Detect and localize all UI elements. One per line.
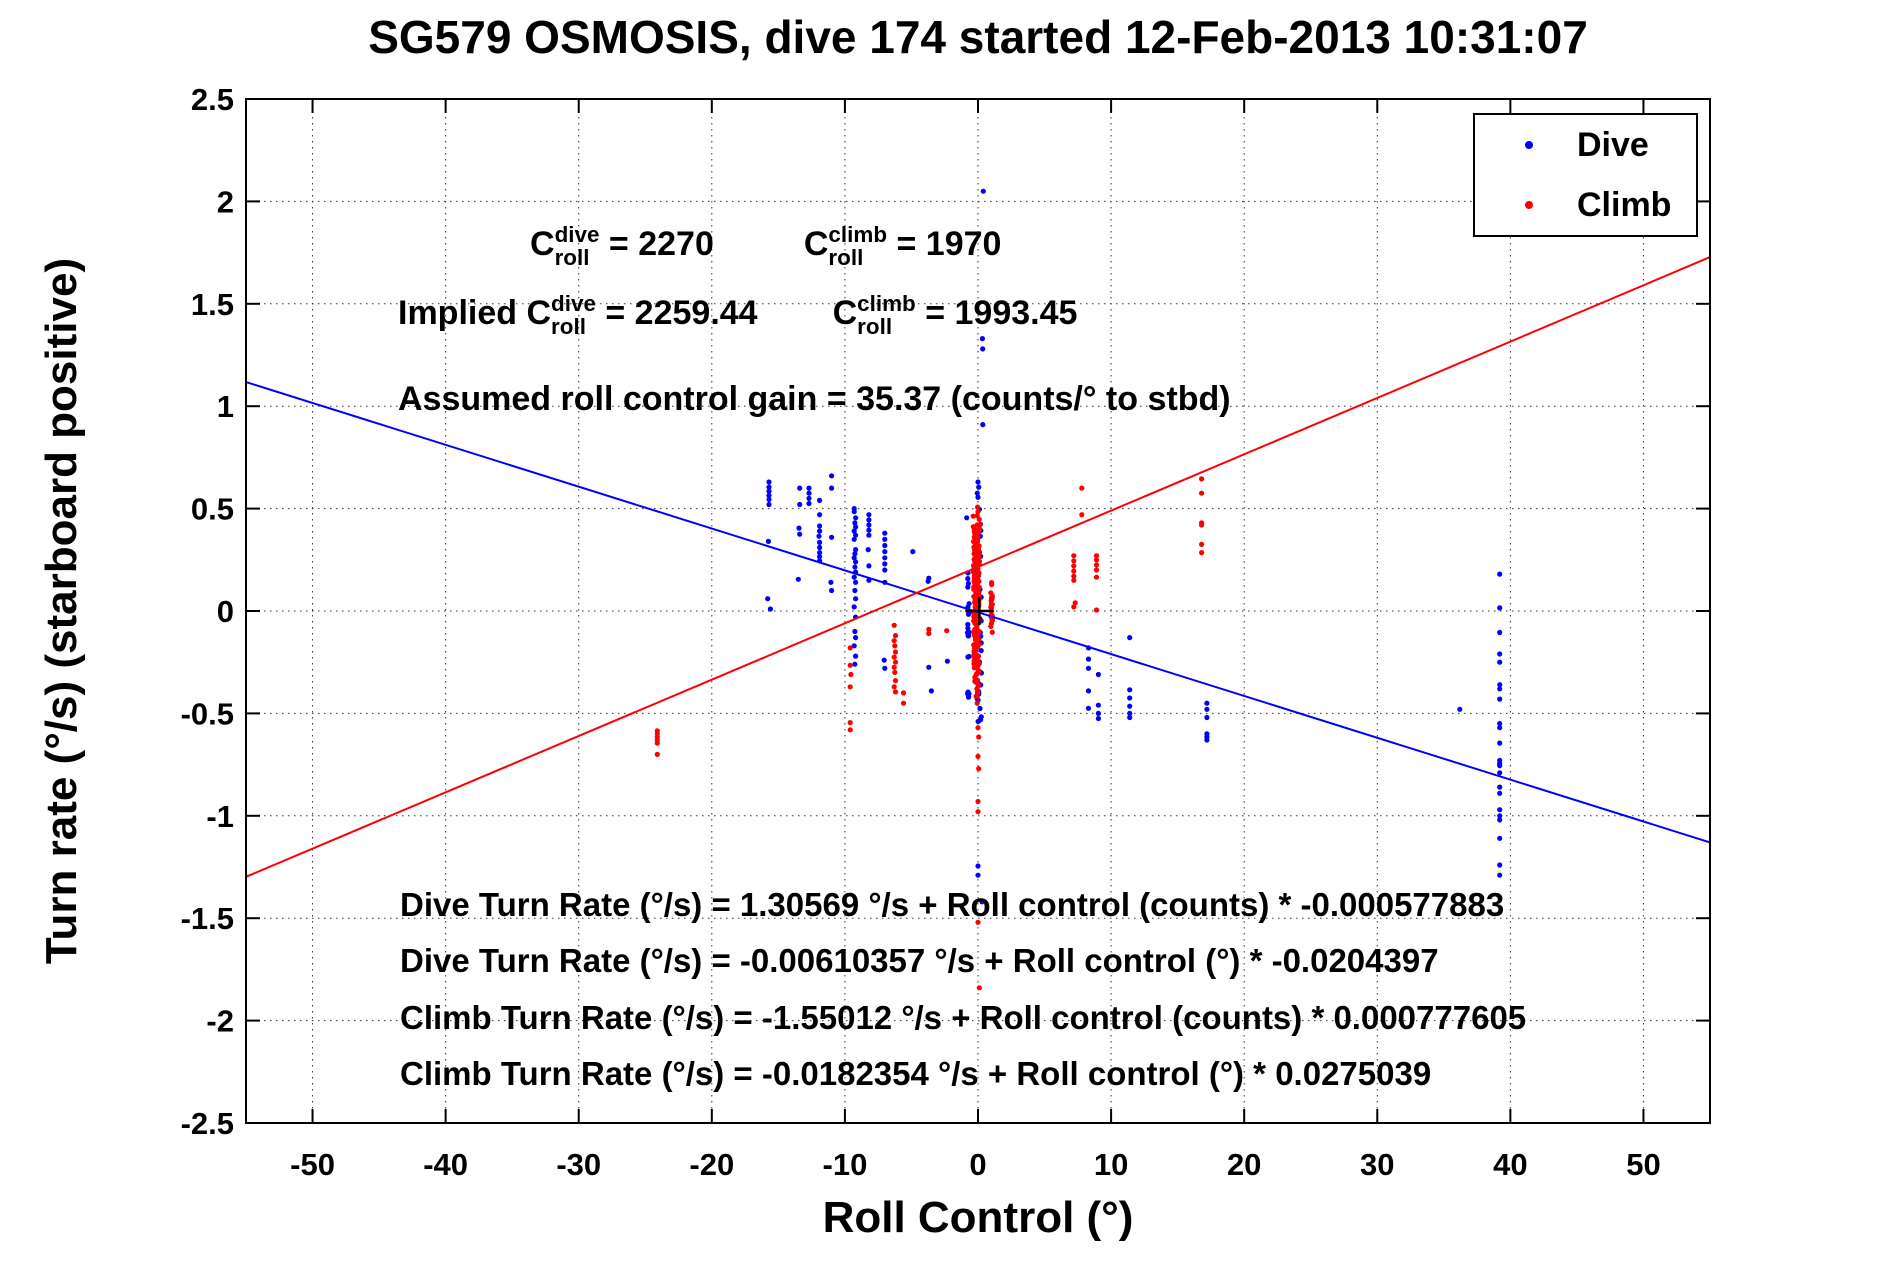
coeff-superscript: climb xyxy=(828,222,888,247)
climb-marker-icon xyxy=(1525,201,1533,209)
dive-fit-equation-degrees: Dive Turn Rate (°/s) = -0.00610357 °/s +… xyxy=(400,942,1439,979)
coeff-subscript: roll xyxy=(857,313,893,339)
legend-entry-climb: Climb xyxy=(1475,175,1696,235)
svg-text:30: 30 xyxy=(1360,1147,1394,1182)
y-axis-label: Turn rate (°/s) (starboard positive) xyxy=(37,257,86,965)
svg-text:1.5: 1.5 xyxy=(191,287,234,322)
legend-label-climb: Climb xyxy=(1577,185,1672,224)
svg-text:0: 0 xyxy=(217,594,234,629)
coeff-equals: = 2259.44 xyxy=(595,293,758,332)
roll-gain-annotation: Assumed roll control gain = 35.37 (count… xyxy=(398,380,1231,418)
dive-marker-icon xyxy=(1525,141,1533,149)
coeff-equals: = 2270 xyxy=(599,224,714,263)
svg-text:10: 10 xyxy=(1094,1147,1128,1182)
svg-text:-1.5: -1.5 xyxy=(181,901,234,936)
svg-text:-20: -20 xyxy=(689,1147,734,1182)
svg-text:-2: -2 xyxy=(206,1004,234,1039)
coeff-equals: = 1970 xyxy=(887,224,1002,263)
coeff-subscript: roll xyxy=(554,244,590,270)
legend-entry-dive: Dive xyxy=(1475,115,1696,175)
svg-text:-1: -1 xyxy=(206,799,234,834)
coeff-base: C xyxy=(832,293,858,332)
legend-label-dive: Dive xyxy=(1577,125,1649,164)
coeff-superscript: climb xyxy=(857,291,916,316)
climb-fit-equation-degrees: Climb Turn Rate (°/s) = -0.0182354 °/s +… xyxy=(400,1055,1432,1092)
coeff-prefix: Implied xyxy=(398,293,527,332)
svg-text:2: 2 xyxy=(217,184,234,219)
svg-text:-50: -50 xyxy=(290,1147,335,1182)
svg-text:1: 1 xyxy=(217,389,234,424)
svg-text:-10: -10 xyxy=(823,1147,868,1182)
chart-title: SG579 OSMOSIS, dive 174 started 12-Feb-2… xyxy=(368,11,1588,63)
svg-text:0: 0 xyxy=(969,1147,986,1182)
climb-fit-equation-counts: Climb Turn Rate (°/s) = -1.55012 °/s + R… xyxy=(400,999,1527,1036)
coeff-subscript: roll xyxy=(551,313,586,339)
svg-text:2.5: 2.5 xyxy=(191,82,234,117)
dive-fit-equation-counts: Dive Turn Rate (°/s) = 1.30569 °/s + Rol… xyxy=(400,886,1505,923)
coeff-superscript: dive xyxy=(554,222,600,247)
svg-text:-30: -30 xyxy=(556,1147,601,1182)
coeff-base: C xyxy=(530,224,555,263)
x-axis-label: Roll Control (°) xyxy=(822,1193,1134,1242)
svg-text:40: 40 xyxy=(1493,1147,1527,1182)
svg-text:-2.5: -2.5 xyxy=(181,1106,234,1141)
legend: Dive Climb xyxy=(1473,113,1698,237)
coeff-base: C xyxy=(526,293,552,332)
svg-text:-40: -40 xyxy=(423,1147,468,1182)
svg-text:0.5: 0.5 xyxy=(191,492,234,527)
coeff-superscript: dive xyxy=(551,291,596,316)
coeff-subscript: roll xyxy=(828,244,864,270)
svg-text:50: 50 xyxy=(1626,1147,1660,1182)
svg-text:-0.5: -0.5 xyxy=(181,696,234,731)
svg-text:20: 20 xyxy=(1227,1147,1261,1182)
coeff-equals: = 1993.45 xyxy=(915,293,1078,332)
coeff-base: C xyxy=(803,224,829,263)
